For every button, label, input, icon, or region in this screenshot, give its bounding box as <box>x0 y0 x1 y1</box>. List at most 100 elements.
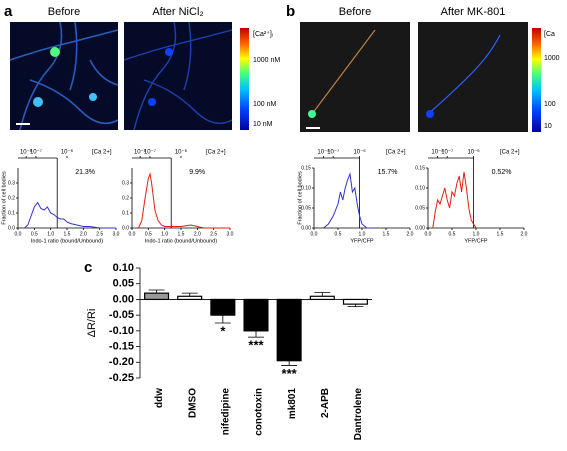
image-title: Before <box>48 6 80 18</box>
y-tick-label: 0.0 <box>122 225 129 231</box>
line <box>24 201 116 229</box>
x-tick-label: 3.0 <box>227 231 234 237</box>
top-tick-label: 10⁻⁸ <box>317 149 330 156</box>
x-tick-label: DMSO <box>187 388 198 418</box>
micrograph <box>418 22 528 132</box>
top-axis-label: [Ca 2+] <box>500 150 520 156</box>
y-tick-label: -0.10 <box>109 325 134 337</box>
top-tick-label: 10⁻⁶ <box>467 149 480 156</box>
colorbar-label: [Ca <box>544 31 555 38</box>
annotation: 21.3% <box>75 169 95 176</box>
top-tick-label: 10⁻⁸ <box>431 149 444 156</box>
x-axis-label: YFP/CFP <box>350 238 374 244</box>
bar <box>342 298 368 305</box>
y-tick-label: 0.05 <box>113 278 134 290</box>
x-tick-label: Dantrolene <box>353 388 364 441</box>
y-tick-label: 0.0 <box>8 225 15 231</box>
annotation: 9.9% <box>189 169 205 176</box>
significance: *** <box>248 338 264 353</box>
bar <box>276 298 302 362</box>
x-tick-label: 0.5 <box>145 231 152 237</box>
y-tick-label: 0.3 <box>122 180 129 186</box>
bar <box>210 298 236 316</box>
bar <box>177 295 203 301</box>
x-tick-label: 1.0 <box>47 231 54 237</box>
x-tick-label: 1.0 <box>161 231 168 237</box>
top-tick-label: 10⁻⁷ <box>30 149 42 156</box>
y-tick-label: 0.00 <box>113 293 134 305</box>
y-tick-label: 0.2 <box>8 195 15 201</box>
y-tick-label: 0.05 <box>415 205 425 211</box>
panel-label: a <box>4 3 13 20</box>
y-tick-label: 0.10 <box>113 262 134 274</box>
top-tick-label: 10⁻⁷ <box>441 149 453 156</box>
top-tick-label: 10⁻⁷ <box>144 149 156 156</box>
x-tick-label: 0.5 <box>335 231 342 237</box>
top-axis-label: [Ca 2+] <box>386 150 406 156</box>
x-tick-label: 0.5 <box>31 231 38 237</box>
x-tick-label: 0.5 <box>449 231 456 237</box>
x-tick-label: 0.0 <box>425 231 432 237</box>
colorbar-label: 100 <box>544 101 556 108</box>
x-tick-label: nifedipine <box>220 388 231 436</box>
bar <box>144 292 170 301</box>
axis <box>427 168 524 229</box>
x-tick-label: 1.5 <box>178 231 185 237</box>
y-tick-label: 0.15 <box>415 165 425 171</box>
x-tick-label: 2.5 <box>96 231 103 237</box>
x-tick-label: 0.0 <box>15 231 22 237</box>
x-tick-label: 1.0 <box>473 231 480 237</box>
y-tick-label: 0.10 <box>415 185 425 191</box>
x-tick-label: conotoxin <box>254 388 265 436</box>
y-tick-label: 0.15 <box>301 165 311 171</box>
micrograph <box>300 22 410 132</box>
panel-label: c <box>84 259 92 276</box>
y-tick-label: 0.00 <box>415 225 425 231</box>
top-tick-label: 10⁻⁸ <box>134 149 147 156</box>
image-title: Before <box>339 6 371 18</box>
x-tick-label: 2.0 <box>407 231 414 237</box>
y-tick-label: 0.1 <box>8 210 15 216</box>
significance: * <box>220 323 226 338</box>
x-tick-label: 2.0 <box>194 231 201 237</box>
x-tick-label: 3.0 <box>113 231 120 237</box>
top-tick-label: 10⁻⁶ <box>61 149 74 156</box>
x-tick-label: 1.0 <box>359 231 366 237</box>
image-title: After MK-801 <box>441 6 506 18</box>
line <box>138 172 230 229</box>
axis <box>313 168 410 229</box>
top-axis-label: [Ca 2+] <box>206 150 226 156</box>
top-axis-label: [Ca 2+] <box>92 150 112 156</box>
x-axis-label: Indo-1 ratio (bound/Unbound) <box>145 238 217 244</box>
x-tick-label: 2.5 <box>210 231 217 237</box>
x-axis-label: YFP/CFP <box>464 238 488 244</box>
x-tick-label: mk801 <box>287 388 298 420</box>
colorbar-label: 10 <box>544 123 552 130</box>
panel-label: b <box>286 3 295 20</box>
y-tick-label: 0.1 <box>122 210 129 216</box>
y-axis-label: Fraction of cell bodies <box>297 171 303 225</box>
x-tick-label: 1.5 <box>497 231 504 237</box>
y-tick-label: -0.05 <box>109 309 134 321</box>
x-axis-label: Indo-1 ratio (bound/Unbound) <box>31 238 103 244</box>
x-tick-label: 0.0 <box>311 231 318 237</box>
colorbar-label: 100 nM <box>253 101 277 108</box>
y-axis-label: Fraction of cell bodies <box>1 171 7 225</box>
annotation: 0.52% <box>492 169 512 176</box>
top-tick-label: 10⁻⁸ <box>20 149 33 156</box>
colorbar <box>532 28 541 132</box>
image-title: After NiCl₂ <box>152 6 203 18</box>
y-tick-label: 0.2 <box>122 195 129 201</box>
colorbar-label: 1000 <box>544 55 560 62</box>
annotation: 15.7% <box>378 169 398 176</box>
colorbar-label: 1000 nM <box>253 57 280 64</box>
colorbar <box>240 28 249 130</box>
x-tick-label: 2-APB <box>320 388 331 418</box>
micrograph <box>123 21 233 131</box>
y-tick-label: 0.05 <box>301 205 311 211</box>
bar <box>243 298 269 332</box>
x-tick-label: 0.0 <box>129 231 136 237</box>
micrograph <box>9 21 119 131</box>
colorbar-label: 10 nM <box>253 121 273 128</box>
colorbar-label: [Ca²⁺]ᵢ <box>253 30 273 38</box>
